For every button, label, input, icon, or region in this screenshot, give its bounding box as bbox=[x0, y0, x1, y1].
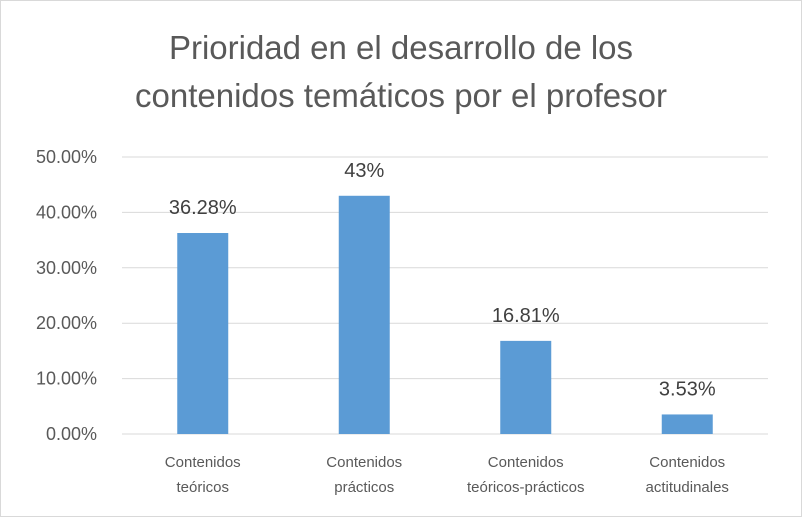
y-tick-label: 10.00% bbox=[36, 369, 97, 389]
x-tick-label: teóricos-prácticos bbox=[467, 479, 585, 496]
data-label: 16.81% bbox=[492, 305, 560, 327]
x-tick-label: prácticos bbox=[334, 479, 394, 496]
data-label: 43% bbox=[344, 160, 384, 182]
bar bbox=[500, 340, 552, 434]
x-tick-label: Contenidos bbox=[326, 454, 402, 471]
chart-title: Prioridad en el desarrollo de los conten… bbox=[0, 24, 802, 120]
data-label: 36.28% bbox=[169, 197, 237, 219]
bar bbox=[338, 195, 390, 434]
y-tick-label: 0.00% bbox=[46, 424, 97, 444]
data-label: 3.53% bbox=[659, 378, 716, 400]
x-tick-label: Contenidos bbox=[649, 454, 725, 471]
x-tick-label: Contenidos bbox=[488, 454, 564, 471]
bar bbox=[177, 233, 229, 434]
y-tick-label: 40.00% bbox=[36, 202, 97, 222]
x-tick-label: actitudinales bbox=[646, 479, 729, 496]
chart-title-line-1: Prioridad en el desarrollo de los bbox=[168, 29, 634, 66]
y-tick-label: 30.00% bbox=[36, 258, 97, 278]
x-tick-label: teóricos bbox=[176, 479, 229, 496]
x-tick-label: Contenidos bbox=[165, 454, 241, 471]
bar bbox=[661, 414, 713, 434]
y-tick-label: 20.00% bbox=[36, 313, 97, 333]
chart-title-line-2: contenidos temáticos por el profesor bbox=[135, 77, 667, 114]
y-tick-label: 50.00% bbox=[36, 147, 97, 167]
